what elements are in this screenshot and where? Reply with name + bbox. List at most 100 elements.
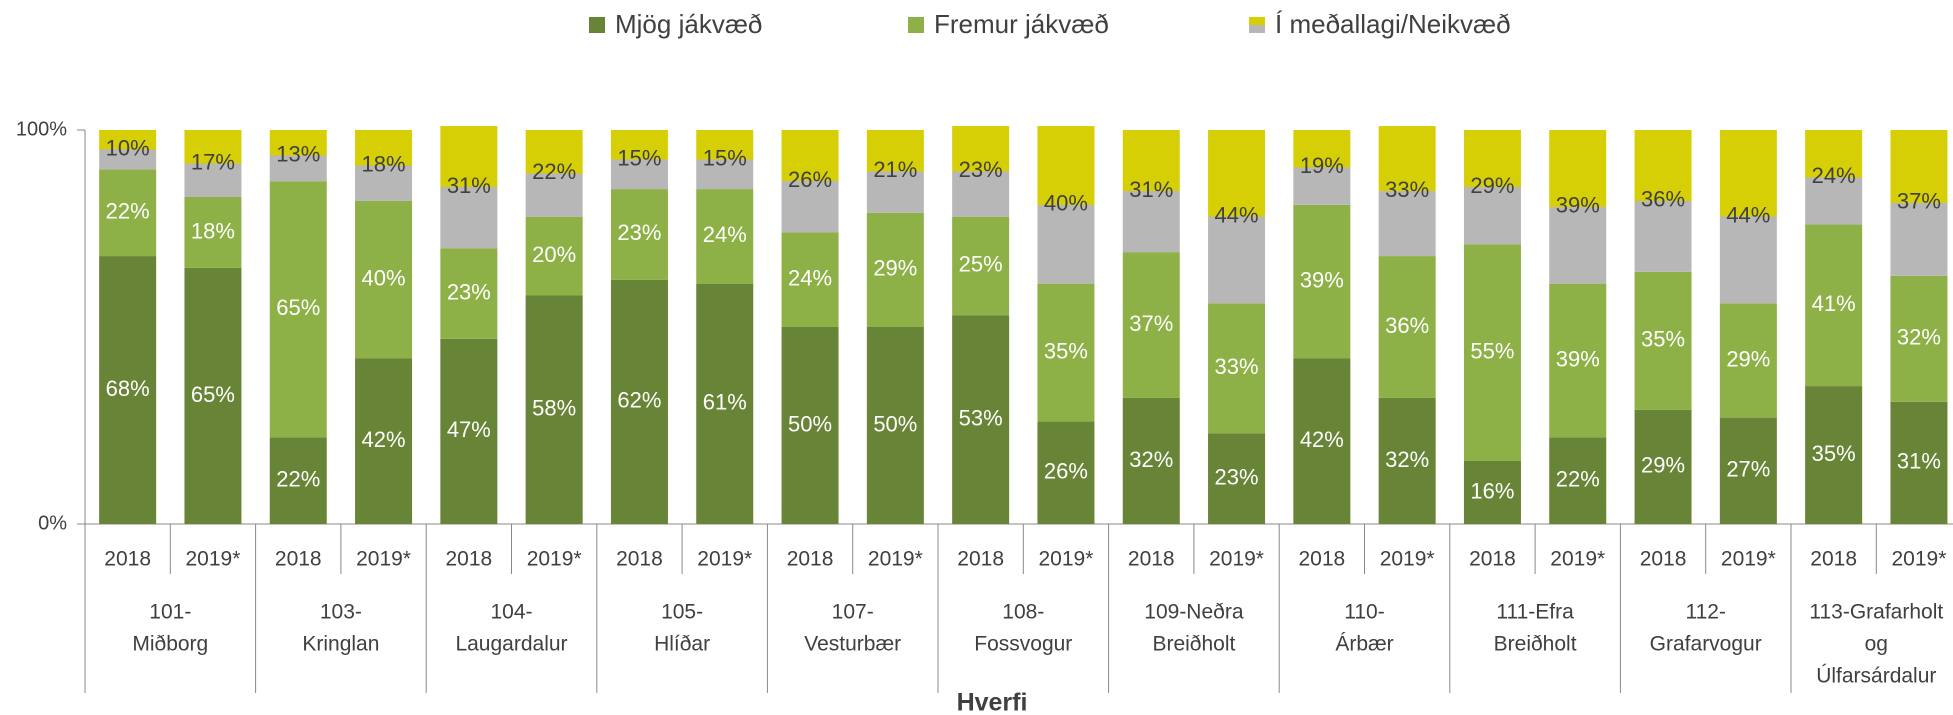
bar-segment bbox=[1378, 256, 1436, 398]
x-tick-label: 2019* bbox=[697, 548, 752, 571]
bar-segment bbox=[781, 232, 839, 327]
bar-segment bbox=[1378, 126, 1436, 257]
x-tick-label: 2018 bbox=[1640, 548, 1687, 571]
legend-swatch bbox=[589, 17, 605, 33]
bar-segment bbox=[355, 200, 413, 359]
data-label: 22% bbox=[276, 466, 320, 491]
bar-segment bbox=[1208, 433, 1266, 524]
bar-segment bbox=[355, 130, 413, 201]
data-label: 33% bbox=[1215, 354, 1259, 379]
data-label: 15% bbox=[617, 145, 661, 170]
group-label: 113-Grafarholt bbox=[1809, 601, 1943, 624]
bar-segment bbox=[1208, 303, 1266, 434]
data-label: 16% bbox=[1470, 478, 1514, 503]
group-label: 108- bbox=[1002, 601, 1044, 624]
data-label: 33% bbox=[1385, 177, 1429, 202]
data-label: 15% bbox=[703, 145, 747, 170]
bar-segment bbox=[269, 130, 327, 182]
data-label: 50% bbox=[873, 411, 917, 436]
bar-segment bbox=[1805, 386, 1863, 524]
legend-swatch bbox=[1249, 17, 1265, 33]
bar-segment bbox=[1122, 252, 1180, 398]
data-label: 42% bbox=[1300, 427, 1344, 452]
bar-segment bbox=[184, 196, 242, 268]
data-label: 37% bbox=[1897, 189, 1941, 214]
bar-segment bbox=[1634, 271, 1692, 410]
bar-segment bbox=[781, 130, 839, 233]
bar-segment bbox=[1719, 130, 1777, 304]
data-label: 23% bbox=[447, 279, 491, 304]
bar-segment bbox=[1378, 397, 1436, 524]
x-tick-label: 2019* bbox=[1380, 548, 1435, 571]
bar-segment bbox=[952, 126, 1010, 217]
bar-segment bbox=[1890, 275, 1948, 402]
x-tick-label: 2018 bbox=[957, 548, 1004, 571]
data-label: 39% bbox=[1556, 193, 1600, 218]
x-tick-label: 2018 bbox=[787, 548, 834, 571]
bar-segment bbox=[866, 327, 924, 524]
data-label: 62% bbox=[617, 388, 661, 413]
data-label: 22% bbox=[1556, 466, 1600, 491]
bar-segment bbox=[1549, 130, 1607, 284]
y-tick-label: 100% bbox=[16, 118, 67, 140]
x-tick-label: 2018 bbox=[275, 548, 322, 571]
x-tick-label: 2018 bbox=[445, 548, 492, 571]
bar-segment bbox=[1805, 130, 1863, 225]
bar-segment bbox=[1293, 204, 1351, 359]
data-label: 42% bbox=[362, 427, 406, 452]
group-label: 110- bbox=[1344, 601, 1384, 624]
bar-segment bbox=[355, 358, 413, 524]
bar-segment bbox=[696, 283, 754, 524]
data-label: 20% bbox=[532, 242, 576, 267]
data-label: 32% bbox=[1897, 325, 1941, 350]
axis-title: Hverfi bbox=[957, 689, 1028, 715]
legend-swatch bbox=[908, 17, 924, 33]
bar-segment bbox=[610, 130, 668, 190]
x-tick-label: 2019* bbox=[1039, 548, 1094, 571]
group-label: Fossvogur bbox=[974, 633, 1072, 656]
legend-label: Fremur jákvæð bbox=[934, 9, 1109, 39]
bar-segment bbox=[184, 130, 242, 197]
data-label: 50% bbox=[788, 411, 832, 436]
data-label: 65% bbox=[276, 295, 320, 320]
bar-segment bbox=[952, 315, 1010, 524]
data-label: 23% bbox=[959, 157, 1003, 182]
bar-segment bbox=[440, 126, 498, 249]
data-label: 32% bbox=[1385, 447, 1429, 472]
data-label: 65% bbox=[191, 382, 235, 407]
bar-segment bbox=[440, 338, 498, 524]
data-label: 24% bbox=[1812, 163, 1856, 188]
bar-segment bbox=[440, 248, 498, 339]
data-label: 37% bbox=[1129, 311, 1173, 336]
x-tick-label: 2018 bbox=[1810, 548, 1857, 571]
x-tick-label: 2019* bbox=[868, 548, 923, 571]
bar-segment bbox=[1719, 417, 1777, 524]
data-label: 40% bbox=[1044, 191, 1088, 216]
data-label: 19% bbox=[1300, 153, 1344, 178]
data-label: 13% bbox=[276, 141, 320, 166]
bar-segment bbox=[1634, 130, 1692, 272]
x-tick-label: 2018 bbox=[104, 548, 151, 571]
data-label: 10% bbox=[106, 136, 150, 161]
bar-segment bbox=[1549, 437, 1607, 524]
bar-segment bbox=[1890, 401, 1948, 524]
group-label: 105- bbox=[661, 601, 703, 624]
data-label: 26% bbox=[788, 167, 832, 192]
data-label: 39% bbox=[1556, 346, 1600, 371]
data-label: 40% bbox=[362, 266, 406, 291]
bar-segment bbox=[866, 130, 924, 213]
data-label: 23% bbox=[1215, 465, 1259, 490]
bar-segment bbox=[1122, 130, 1180, 253]
x-tick-label: 2019* bbox=[186, 548, 241, 571]
bar-segment bbox=[525, 295, 583, 524]
bar-segment bbox=[1463, 244, 1521, 461]
data-label: 24% bbox=[788, 266, 832, 291]
data-label: 36% bbox=[1385, 313, 1429, 338]
data-label: 55% bbox=[1470, 338, 1514, 363]
bar-segment bbox=[866, 212, 924, 327]
x-tick-label: 2019* bbox=[1550, 548, 1605, 571]
bar-segment bbox=[1463, 460, 1521, 524]
bar-segment bbox=[1208, 130, 1266, 304]
data-label: 35% bbox=[1812, 441, 1856, 466]
bar-segment bbox=[1805, 224, 1863, 387]
